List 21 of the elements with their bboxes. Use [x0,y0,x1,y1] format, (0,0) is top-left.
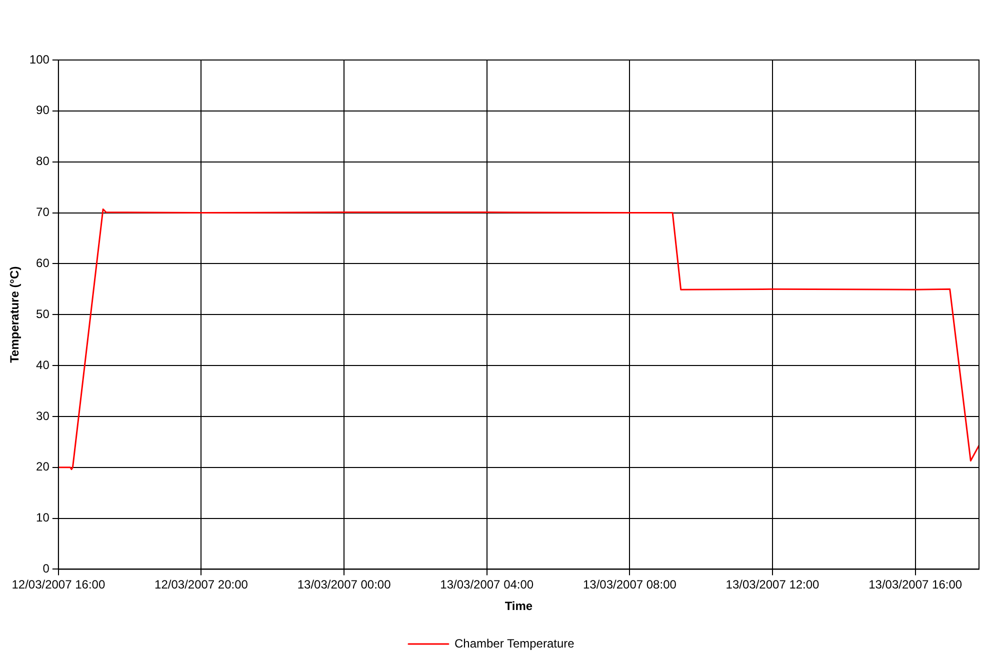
x-tick-label: 12/03/2007 20:00 [154,578,248,592]
x-tick-label: 13/03/2007 12:00 [726,578,820,592]
x-tick-label: 13/03/2007 08:00 [582,578,677,592]
x-tick-label: 13/03/2007 04:00 [440,578,534,592]
x-tick-label: 12/03/2007 16:00 [12,578,106,592]
x-tick-label: 13/03/2007 16:00 [868,578,962,592]
x-axis-title: Time [504,599,533,614]
x-tick-label: 13/03/2007 00:00 [297,578,392,592]
y-tick-label: 80 [36,154,50,168]
y-tick-label: 0 [42,562,50,576]
y-tick-label: 30 [36,408,50,423]
y-tick-label: 50 [36,306,50,321]
y-tick-label: 70 [36,205,50,220]
y-tick-label: 60 [36,256,50,270]
y-tick-label: 90 [36,103,50,118]
y-tick-label: 10 [36,510,50,525]
legend-label: Chamber Temperature [454,636,575,650]
y-tick-label: 40 [36,358,50,372]
y-axis-title: Temperature (°C) [8,266,22,363]
y-tick-label: 100 [29,52,50,66]
y-tick-label: 20 [36,460,50,474]
